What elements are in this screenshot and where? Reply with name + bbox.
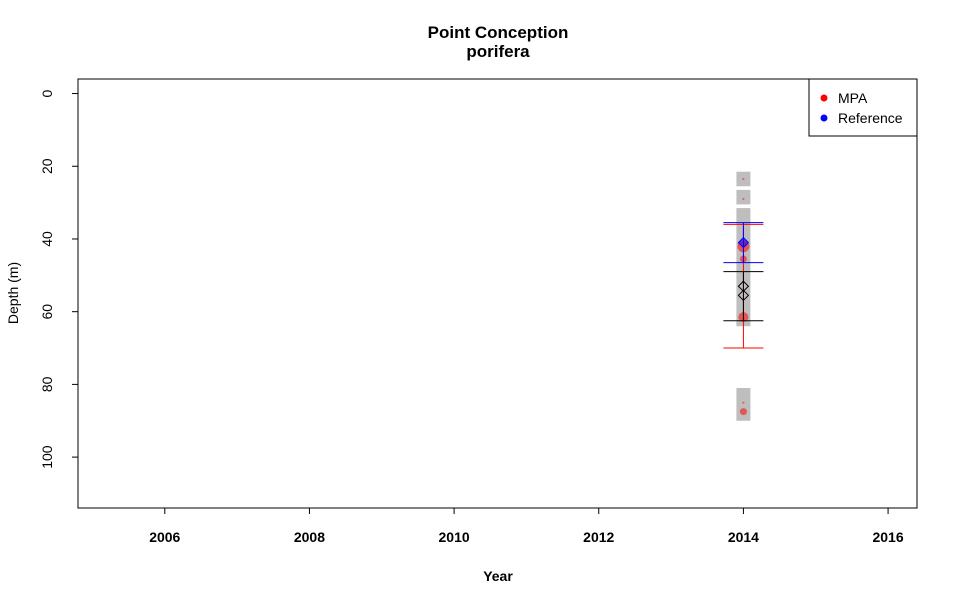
y-tick-label: 40 xyxy=(39,231,55,247)
y-tick-label: 80 xyxy=(39,376,55,392)
x-axis-label: Year xyxy=(483,568,513,584)
legend-label-mpa: MPA xyxy=(838,90,868,106)
x-tick-label: 2008 xyxy=(294,529,325,545)
x-tick-label: 2016 xyxy=(872,529,903,545)
y-tick-label: 20 xyxy=(39,158,55,174)
data-marks xyxy=(723,177,764,416)
y-axis-label: Depth (m) xyxy=(5,262,21,324)
depth-bin xyxy=(736,388,751,421)
data-point xyxy=(742,177,745,180)
mean-marker xyxy=(737,236,750,249)
y-tick-label: 60 xyxy=(39,304,55,320)
mean-marker xyxy=(737,289,750,302)
data-point xyxy=(739,408,747,416)
legend-marker-mpa xyxy=(820,94,828,102)
legend: MPA Reference xyxy=(808,78,918,137)
x-tick-label: 2006 xyxy=(149,529,180,545)
legend-label-reference: Reference xyxy=(838,110,903,126)
x-tick-label: 2014 xyxy=(728,529,759,545)
legend-marker-reference xyxy=(820,114,828,122)
y-axis: 0 20 40 60 80 100 xyxy=(39,89,78,469)
y-tick-label: 0 xyxy=(39,89,55,97)
x-axis: 2006 2008 2010 2012 2014 2016 xyxy=(149,508,904,545)
data-point xyxy=(742,401,745,404)
plot-frame xyxy=(77,78,918,509)
y-tick-label: 100 xyxy=(39,445,55,469)
x-tick-label: 2010 xyxy=(439,529,470,545)
depth-bin xyxy=(736,189,751,205)
chart-title: Point Conception xyxy=(428,23,569,42)
chart-subtitle: porifera xyxy=(466,42,530,61)
legend-box xyxy=(808,78,918,137)
data-point xyxy=(742,197,745,200)
x-tick-label: 2012 xyxy=(583,529,614,545)
